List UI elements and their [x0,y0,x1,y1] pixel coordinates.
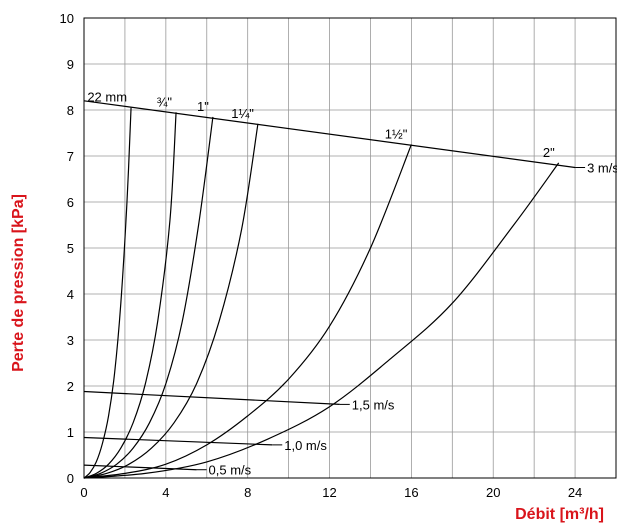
y-tick-label: 4 [67,287,74,302]
plot-frame [83,17,617,479]
y-axis-title: Perte de pression [kPa] [10,194,27,372]
pipe-label: 22 mm [87,90,127,105]
x-tick-label: 4 [162,485,169,500]
grid [84,18,616,478]
x-tick-label: 24 [568,485,582,500]
pipe-label: 1½" [385,127,408,142]
x-tick-label: 12 [322,485,336,500]
y-tick-label: 3 [67,333,74,348]
velocity-line [83,100,576,169]
velocity-label: 1,0 m/s [284,438,327,453]
velocity-label: 0,5 m/s [209,463,252,478]
series-labels: 22 mm ¾" 1" 1¼" 1½" 2" 0,5 m/s 1,0 m/s 1,5 m/s 3 … [87,90,617,478]
velocity-line [83,464,197,471]
pipe-label: ¾" [157,94,173,109]
x-tick-label: 20 [486,485,500,500]
pipe-curve [83,107,132,479]
velocity-line [83,390,340,405]
x-tick-label: 0 [80,485,87,500]
velocity-label: 3 m/s [587,161,617,176]
pipe-curve [83,162,560,479]
y-tick-label: 8 [67,103,74,118]
y-tick-label: 0 [67,471,74,486]
y-tick-label: 7 [67,149,74,164]
pipe-curve [83,144,412,479]
pipe-label: 1¼" [231,106,254,121]
pipe-label: 2" [543,145,555,160]
x-tick-labels: 0 4 8 12 16 20 24 [80,485,582,500]
x-tick-label: 8 [244,485,251,500]
y-tick-label: 2 [67,379,74,394]
velocity-lines [83,100,586,471]
velocity-label: 1,5 m/s [352,397,395,412]
y-tick-label: 5 [67,241,74,256]
y-tick-label: 9 [67,57,74,72]
pipe-curves [83,107,560,479]
pipe-curve [83,116,214,479]
y-tick-label: 6 [67,195,74,210]
velocity-line [83,436,273,446]
x-axis-title: Débit [m³/h] [515,506,604,523]
pipe-curve [83,112,177,479]
y-tick-label: 10 [60,11,74,26]
y-tick-label: 1 [67,425,74,440]
y-tick-labels: 0 1 2 3 4 5 6 7 8 9 10 [60,11,74,486]
pipe-curve [83,123,259,479]
pipe-label: 1" [197,99,209,114]
x-tick-label: 16 [404,485,418,500]
